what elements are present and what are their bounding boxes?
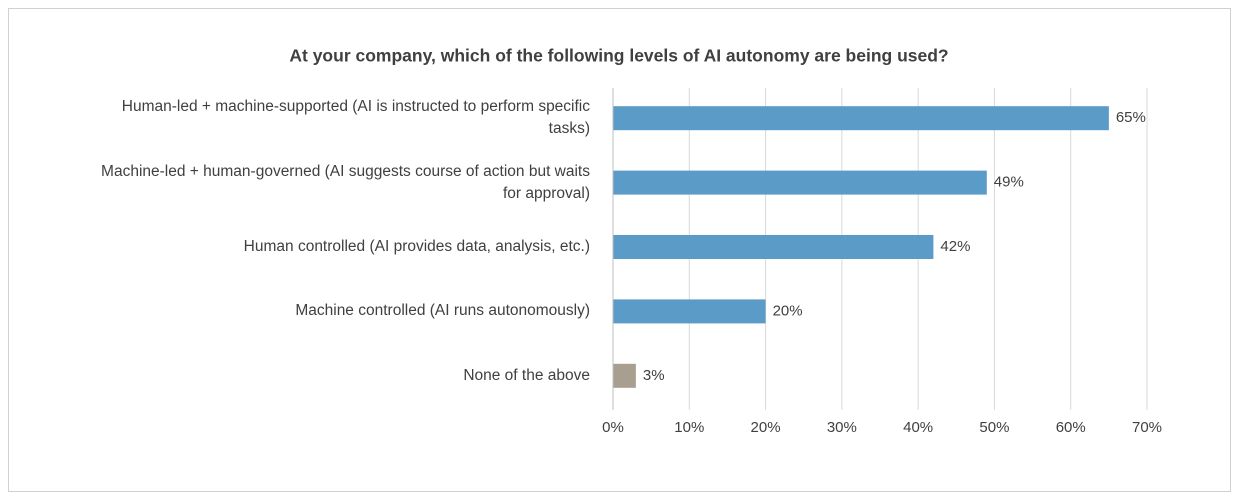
value-label: 49%	[994, 174, 1024, 191]
chart-title: At your company, which of the following …	[289, 46, 948, 66]
bar	[613, 363, 636, 388]
value-label: 42%	[940, 238, 970, 255]
bars	[613, 106, 1109, 388]
x-tick-label: 50%	[979, 419, 1009, 436]
x-tick-label: 0%	[602, 419, 624, 436]
x-tick-label: 60%	[1056, 419, 1086, 436]
x-tick-label: 70%	[1132, 419, 1162, 436]
category-label: Machine-led + human-governed (AI suggest…	[101, 162, 590, 202]
category-label: Human controlled (AI provides data, anal…	[243, 238, 590, 255]
category-label: Machine controlled (AI runs autonomously…	[295, 302, 590, 320]
bar	[613, 170, 987, 195]
value-label: 3%	[643, 367, 665, 384]
category-label: None of the above	[463, 366, 590, 384]
bar	[613, 299, 766, 324]
bar	[613, 235, 934, 259]
x-tick-label: 10%	[674, 419, 704, 436]
x-tick-label: 40%	[903, 419, 933, 436]
value-label: 65%	[1116, 109, 1146, 126]
x-tick-label: 20%	[751, 419, 781, 436]
bar	[613, 106, 1109, 131]
x-tick-label: 30%	[827, 419, 857, 436]
category-label: Human-led + machine-supported (AI is ins…	[121, 98, 590, 138]
value-label: 20%	[773, 302, 803, 319]
